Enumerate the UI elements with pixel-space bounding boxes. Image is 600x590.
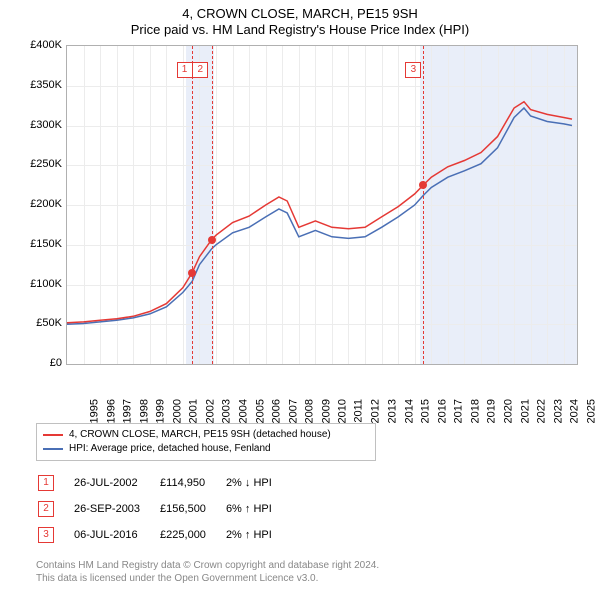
y-axis-label: £350K bbox=[20, 79, 62, 91]
transaction-diff: 2% ↓ HPI bbox=[226, 471, 290, 495]
x-axis-label: 2000 bbox=[171, 399, 183, 423]
transaction-row: 1 26-JUL-2002£114,9502% ↓ HPI bbox=[38, 471, 290, 495]
transaction-price: £114,950 bbox=[160, 471, 224, 495]
x-axis-label: 2018 bbox=[469, 399, 481, 423]
transaction-marker bbox=[208, 236, 216, 244]
legend: 4, CROWN CLOSE, MARCH, PE15 9SH (detache… bbox=[36, 423, 376, 461]
transaction-date: 26-JUL-2002 bbox=[74, 471, 158, 495]
series-subject bbox=[67, 102, 572, 323]
x-axis-label: 1997 bbox=[122, 399, 134, 423]
attribution-line: Contains HM Land Registry data © Crown c… bbox=[36, 559, 600, 572]
x-axis-label: 2017 bbox=[453, 399, 465, 423]
x-axis-label: 2021 bbox=[519, 399, 531, 423]
legend-swatch bbox=[43, 434, 63, 436]
legend-item: HPI: Average price, detached house, Fenl… bbox=[43, 442, 369, 456]
legend-swatch bbox=[43, 448, 63, 450]
transaction-number: 2 bbox=[38, 501, 54, 517]
transaction-date: 06-JUL-2016 bbox=[74, 523, 158, 547]
marker-label: 2 bbox=[192, 62, 208, 78]
x-axis-label: 2002 bbox=[204, 399, 216, 423]
x-axis-label: 2020 bbox=[502, 399, 514, 423]
transaction-marker bbox=[188, 269, 196, 277]
x-axis-label: 1995 bbox=[88, 399, 100, 423]
x-axis-label: 2014 bbox=[403, 399, 415, 423]
legend-label: HPI: Average price, detached house, Fenl… bbox=[69, 442, 271, 456]
x-axis-label: 2007 bbox=[287, 399, 299, 423]
x-axis-label: 2013 bbox=[387, 399, 399, 423]
x-axis-label: 2005 bbox=[254, 399, 266, 423]
x-axis-label: 1999 bbox=[155, 399, 167, 423]
transaction-diff: 6% ↑ HPI bbox=[226, 497, 290, 521]
x-axis-label: 2011 bbox=[353, 399, 365, 423]
plot-area: 12 3 bbox=[66, 45, 578, 365]
x-axis-label: 2015 bbox=[420, 399, 432, 423]
x-axis-label: 2006 bbox=[271, 399, 283, 423]
x-axis-label: 2022 bbox=[536, 399, 548, 423]
y-axis-label: £250K bbox=[20, 158, 62, 170]
series-hpi bbox=[67, 108, 572, 324]
y-axis-label: £300K bbox=[20, 119, 62, 131]
transaction-price: £156,500 bbox=[160, 497, 224, 521]
x-axis-label: 2025 bbox=[585, 399, 597, 423]
y-axis-label: £100K bbox=[20, 278, 62, 290]
y-axis-label: £200K bbox=[20, 198, 62, 210]
chart-subtitle: Price paid vs. HM Land Registry's House … bbox=[0, 22, 600, 42]
transaction-number: 3 bbox=[38, 527, 54, 543]
y-axis-label: £400K bbox=[20, 39, 62, 51]
x-axis-label: 2019 bbox=[486, 399, 498, 423]
marker-label: 3 bbox=[405, 62, 421, 78]
marker-label: 1 bbox=[177, 62, 193, 78]
y-axis-label: £0 bbox=[20, 357, 62, 369]
y-axis-label: £150K bbox=[20, 238, 62, 250]
x-axis-label: 2009 bbox=[320, 399, 332, 423]
transaction-marker bbox=[419, 181, 427, 189]
transactions-table: 1 26-JUL-2002£114,9502% ↓ HPI 2 26-SEP-2003… bbox=[36, 469, 292, 549]
legend-label: 4, CROWN CLOSE, MARCH, PE15 9SH (detache… bbox=[69, 428, 331, 442]
x-axis-label: 2024 bbox=[569, 399, 581, 423]
transaction-number: 1 bbox=[38, 475, 54, 491]
chart-title: 4, CROWN CLOSE, MARCH, PE15 9SH bbox=[0, 0, 600, 22]
y-axis-label: £50K bbox=[20, 317, 62, 329]
x-axis-label: 2010 bbox=[337, 399, 349, 423]
x-axis-label: 2001 bbox=[188, 399, 200, 423]
x-axis-label: 2003 bbox=[221, 399, 233, 423]
chart-area: 12 3 £0 £50K £100K £150K £200K £250K £300K £350K… bbox=[20, 41, 580, 421]
x-axis-label: 2023 bbox=[552, 399, 564, 423]
transaction-price: £225,000 bbox=[160, 523, 224, 547]
x-axis-label: 2008 bbox=[304, 399, 316, 423]
x-axis-label: 2012 bbox=[370, 399, 382, 423]
event-vline bbox=[192, 46, 193, 364]
attribution-line: This data is licensed under the Open Gov… bbox=[36, 572, 600, 585]
transaction-row: 2 26-SEP-2003£156,5006% ↑ HPI bbox=[38, 497, 290, 521]
event-vline bbox=[212, 46, 213, 364]
x-axis-label: 2016 bbox=[436, 399, 448, 423]
transaction-row: 3 06-JUL-2016£225,0002% ↑ HPI bbox=[38, 523, 290, 547]
transaction-diff: 2% ↑ HPI bbox=[226, 523, 290, 547]
x-axis-label: 1998 bbox=[138, 399, 150, 423]
attribution: Contains HM Land Registry data © Crown c… bbox=[36, 559, 600, 585]
x-axis-label: 2004 bbox=[238, 399, 250, 423]
legend-item: 4, CROWN CLOSE, MARCH, PE15 9SH (detache… bbox=[43, 428, 369, 442]
transaction-date: 26-SEP-2003 bbox=[74, 497, 158, 521]
event-vline bbox=[423, 46, 424, 364]
series-svg bbox=[67, 46, 577, 364]
x-axis-label: 1996 bbox=[105, 399, 117, 423]
